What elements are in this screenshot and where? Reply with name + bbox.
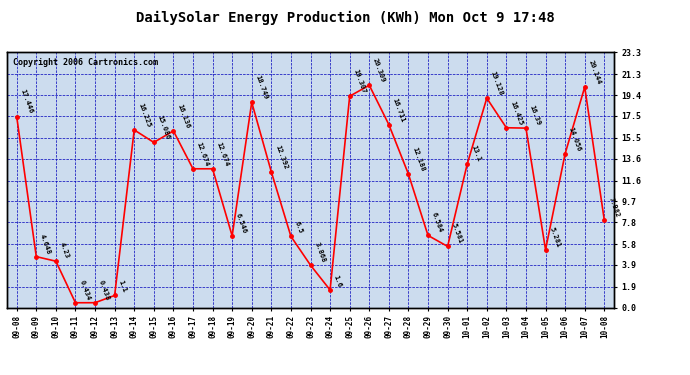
Text: 4.648: 4.648 [39, 233, 52, 255]
Text: 12.674: 12.674 [196, 141, 210, 167]
Text: 1.6: 1.6 [333, 274, 343, 288]
Text: 20.144: 20.144 [587, 59, 602, 85]
Text: 19.307: 19.307 [353, 68, 367, 94]
Text: 19.128: 19.128 [490, 70, 504, 96]
Text: 6.546: 6.546 [235, 212, 248, 234]
Text: 15.086: 15.086 [157, 115, 171, 141]
Text: 12.674: 12.674 [215, 141, 230, 167]
Text: 6.5: 6.5 [294, 220, 304, 235]
Text: 16.225: 16.225 [137, 102, 151, 128]
Text: 0.438: 0.438 [98, 279, 110, 301]
Text: 12.188: 12.188 [411, 146, 426, 172]
Text: 4.23: 4.23 [59, 242, 70, 260]
Text: Copyright 2006 Cartronics.com: Copyright 2006 Cartronics.com [13, 58, 158, 67]
Text: 18.749: 18.749 [255, 75, 269, 100]
Text: 16.136: 16.136 [176, 103, 190, 129]
Text: 14.056: 14.056 [568, 126, 582, 152]
Text: 16.39: 16.39 [529, 104, 542, 126]
Text: DailySolar Energy Production (KWh) Mon Oct 9 17:48: DailySolar Energy Production (KWh) Mon O… [136, 11, 554, 26]
Text: 16.425: 16.425 [509, 100, 524, 126]
Text: 3.868: 3.868 [313, 242, 326, 263]
Text: 17.446: 17.446 [19, 89, 34, 115]
Text: 5.581: 5.581 [451, 223, 463, 245]
Text: 5.281: 5.281 [549, 226, 561, 248]
Text: 13.1: 13.1 [470, 144, 482, 162]
Text: 20.309: 20.309 [372, 57, 386, 84]
Text: 0.434: 0.434 [78, 279, 91, 301]
Text: 12.392: 12.392 [274, 144, 288, 170]
Text: 16.711: 16.711 [392, 97, 406, 123]
Text: 1.1: 1.1 [117, 280, 128, 294]
Text: 7.982: 7.982 [607, 196, 620, 218]
Text: 6.584: 6.584 [431, 211, 444, 234]
